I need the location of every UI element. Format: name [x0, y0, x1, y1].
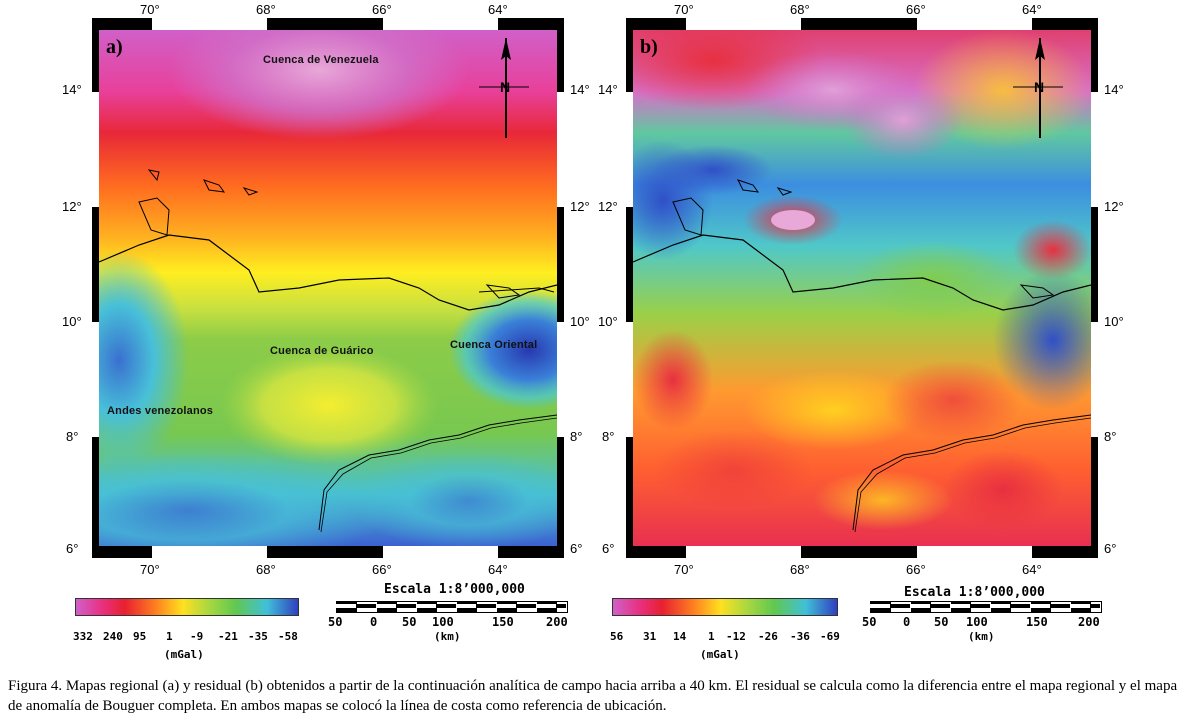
lon-label: 70°	[674, 562, 694, 577]
scale-tick: 200	[546, 615, 568, 629]
lat-label: 10°	[598, 314, 618, 329]
place-cuenca-venezuela: Cuenca de Venezuela	[263, 54, 379, 66]
lat-label: 10°	[1104, 314, 1124, 329]
lon-label: 66°	[906, 2, 926, 17]
lat-label: 6°	[570, 541, 583, 556]
colorbar-label: -35	[248, 630, 268, 643]
figure-caption: Figura 4. Mapas regional (a) y residual …	[8, 678, 1178, 714]
place-cuenca-guarico: Cuenca de Guárico	[270, 345, 374, 357]
lon-label: 70°	[674, 2, 694, 17]
lat-label: 6°	[66, 541, 79, 556]
place-cuenca-oriental: Cuenca Oriental	[450, 339, 538, 351]
svg-text:N: N	[500, 79, 510, 95]
colorbar-label: 95	[133, 630, 147, 643]
colorbar-label: 332	[73, 630, 93, 643]
lat-label: 12°	[598, 199, 618, 214]
lon-label: 66°	[372, 562, 392, 577]
lon-label: 66°	[372, 2, 392, 17]
colorbar-regional	[75, 598, 299, 616]
lat-label: 8°	[1104, 429, 1117, 444]
scale-title: Escala 1:8’000,000	[384, 582, 525, 597]
lon-label: 68°	[256, 562, 276, 577]
lon-label: 68°	[256, 2, 276, 17]
regional-anomaly-map: N	[99, 30, 557, 546]
scale-tick: 200	[1078, 615, 1100, 629]
panel-b-letter: b)	[640, 36, 658, 58]
lat-label: 14°	[570, 82, 590, 97]
lat-label: 10°	[62, 314, 82, 329]
residual-anomaly-map: N	[633, 30, 1091, 546]
regional-map-svg: N	[99, 30, 557, 546]
lon-label: 64°	[1022, 2, 1042, 17]
scale-unit: (km)	[968, 630, 995, 643]
lat-label: 6°	[602, 541, 615, 556]
lon-label: 70°	[140, 562, 160, 577]
scale-unit: (km)	[434, 630, 461, 643]
place-andes-venezolanos: Andes venezolanos	[107, 405, 214, 417]
colorbar-label: -36	[790, 630, 810, 643]
svg-text:N: N	[1034, 79, 1044, 95]
lon-label: 64°	[488, 562, 508, 577]
scale-tick: 100	[432, 615, 454, 629]
residual-map-svg: N	[633, 30, 1091, 546]
panel-a-letter: a)	[106, 36, 123, 58]
lat-label: 14°	[1104, 82, 1124, 97]
lat-label: 14°	[62, 82, 82, 97]
lon-label: 68°	[790, 562, 810, 577]
scale-tick: 50	[402, 615, 417, 629]
colorbar-label: 31	[643, 630, 657, 643]
colorbar-label: -26	[758, 630, 778, 643]
colorbar-label: 1	[166, 630, 173, 643]
colorbar-label: -58	[278, 630, 298, 643]
scale-tick: 50	[328, 615, 343, 629]
colorbar-label: -12	[726, 630, 746, 643]
scale-tick: 50	[934, 615, 949, 629]
scale-tick: 100	[966, 615, 988, 629]
lat-label: 14°	[598, 82, 618, 97]
lon-label: 64°	[1022, 562, 1042, 577]
colorbar-label: 14	[673, 630, 687, 643]
colorbar-label: 56	[610, 630, 624, 643]
colorbar-unit: (mGal)	[700, 648, 740, 661]
lat-label: 8°	[66, 429, 79, 444]
lon-label: 64°	[488, 2, 508, 17]
colorbar-unit: (mGal)	[164, 648, 204, 661]
lat-label: 12°	[570, 199, 590, 214]
scale-tick: 50	[862, 615, 877, 629]
lat-label: 12°	[62, 199, 82, 214]
lat-label: 6°	[1104, 541, 1117, 556]
scale-tick: 150	[492, 615, 514, 629]
scale-tick: 150	[1026, 615, 1048, 629]
colorbar-label: -21	[218, 630, 238, 643]
lat-label: 8°	[570, 429, 583, 444]
lon-label: 66°	[906, 562, 926, 577]
lon-label: 70°	[140, 2, 160, 17]
colorbar-label: 240	[103, 630, 123, 643]
lat-label: 12°	[1104, 199, 1124, 214]
scale-title: Escala 1:8’000,000	[904, 585, 1045, 600]
lat-label: 8°	[602, 429, 615, 444]
scale-tick: 0	[370, 615, 378, 629]
lat-label: 10°	[570, 314, 590, 329]
colorbar-label: -69	[820, 630, 840, 643]
colorbar-label: -9	[190, 630, 204, 643]
lon-label: 68°	[790, 2, 810, 17]
scale-tick: 0	[903, 615, 911, 629]
colorbar-label: 1	[708, 630, 715, 643]
colorbar-residual	[612, 598, 838, 616]
